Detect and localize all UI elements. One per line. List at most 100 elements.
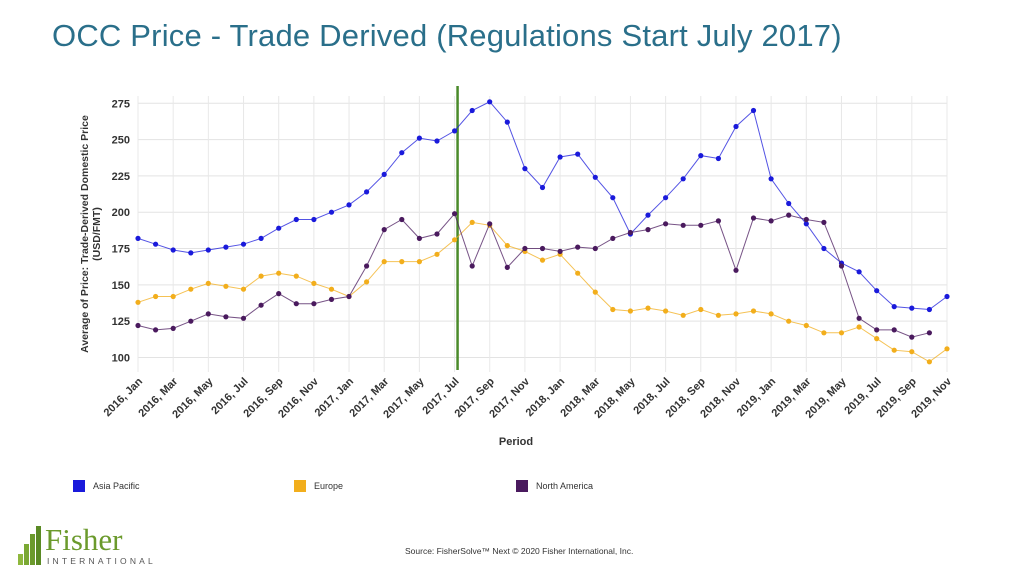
data-point bbox=[891, 347, 897, 353]
data-point bbox=[874, 288, 880, 294]
data-point bbox=[135, 299, 141, 305]
data-point bbox=[663, 308, 669, 314]
data-point bbox=[469, 263, 475, 269]
page-title: OCC Price - Trade Derived (Regulations S… bbox=[52, 18, 842, 53]
data-point bbox=[399, 216, 405, 223]
data-point bbox=[821, 219, 827, 225]
data-point bbox=[750, 308, 757, 314]
data-point bbox=[276, 225, 282, 231]
data-point bbox=[539, 257, 546, 263]
series-asia-pacific bbox=[135, 99, 950, 313]
data-point bbox=[381, 259, 387, 265]
data-point bbox=[328, 209, 335, 215]
data-point bbox=[786, 200, 792, 207]
logo-wordmark: Fisher bbox=[45, 522, 123, 557]
data-point bbox=[610, 306, 616, 313]
x-axis-label: Period bbox=[499, 436, 533, 448]
data-point bbox=[205, 247, 211, 253]
y-axis-label: Average of Price: Trade-Derived Domestic… bbox=[79, 115, 103, 353]
data-point bbox=[803, 216, 809, 223]
data-point bbox=[416, 135, 422, 141]
data-point bbox=[733, 311, 739, 317]
data-point bbox=[364, 279, 370, 285]
chart-grid bbox=[137, 96, 948, 372]
data-point bbox=[434, 251, 440, 257]
data-point bbox=[891, 304, 897, 310]
data-point bbox=[715, 155, 722, 162]
data-point bbox=[944, 346, 950, 352]
y-tick-label: 125 bbox=[112, 316, 130, 328]
data-point bbox=[750, 215, 757, 221]
data-point bbox=[311, 216, 317, 223]
series-line bbox=[137, 221, 948, 363]
y-tick-label: 100 bbox=[112, 352, 130, 364]
data-point bbox=[610, 235, 616, 241]
data-point bbox=[557, 248, 563, 254]
data-point bbox=[135, 235, 141, 241]
data-point bbox=[223, 283, 229, 289]
data-point bbox=[698, 153, 704, 159]
data-point bbox=[469, 219, 475, 225]
data-point bbox=[768, 218, 774, 224]
chart-series bbox=[135, 99, 950, 365]
y-tick-label: 200 bbox=[112, 207, 130, 219]
data-point bbox=[469, 107, 475, 114]
data-point bbox=[170, 293, 176, 300]
data-point bbox=[803, 221, 809, 227]
data-point bbox=[750, 107, 757, 114]
data-point bbox=[311, 280, 317, 286]
data-point bbox=[926, 359, 933, 365]
data-point bbox=[821, 330, 827, 336]
data-point bbox=[293, 301, 299, 307]
data-point bbox=[205, 311, 211, 317]
legend-label: Asia Pacific bbox=[93, 481, 140, 491]
legend-swatch bbox=[294, 480, 306, 492]
data-point bbox=[539, 184, 546, 191]
data-point bbox=[381, 227, 387, 233]
data-point bbox=[522, 166, 528, 172]
fisher-logo-icon bbox=[18, 526, 41, 565]
legend-label: North America bbox=[536, 481, 594, 491]
data-point bbox=[328, 286, 335, 292]
data-point bbox=[575, 244, 581, 250]
data-point bbox=[346, 202, 352, 208]
data-point bbox=[153, 293, 159, 300]
data-point bbox=[592, 245, 598, 252]
data-point bbox=[170, 247, 176, 253]
data-point bbox=[663, 221, 669, 227]
data-point bbox=[874, 336, 880, 342]
data-point bbox=[504, 243, 510, 249]
data-point bbox=[856, 315, 862, 321]
source-note: Source: FisherSolve™ Next © 2020 Fisher … bbox=[405, 546, 634, 556]
data-point bbox=[768, 176, 774, 182]
data-point bbox=[715, 312, 722, 318]
data-point bbox=[223, 314, 229, 320]
data-point bbox=[416, 235, 422, 241]
data-point bbox=[381, 171, 387, 177]
data-point bbox=[188, 318, 194, 324]
data-point bbox=[416, 259, 422, 265]
data-point bbox=[715, 218, 722, 224]
data-point bbox=[821, 245, 827, 252]
data-point bbox=[891, 327, 897, 333]
y-axis-label-line: Average of Price: Trade-Derived Domestic… bbox=[79, 115, 91, 353]
data-point bbox=[258, 302, 264, 308]
data-point bbox=[364, 189, 370, 195]
data-point bbox=[733, 123, 739, 130]
data-point bbox=[909, 349, 915, 355]
y-tick-label: 225 bbox=[112, 171, 130, 183]
data-point bbox=[452, 211, 458, 217]
series-europe bbox=[135, 219, 950, 365]
data-point bbox=[645, 212, 651, 218]
data-point bbox=[399, 259, 405, 265]
y-tick-label: 250 bbox=[112, 135, 130, 147]
data-point bbox=[258, 273, 264, 279]
data-point bbox=[874, 327, 880, 333]
data-point bbox=[698, 306, 704, 313]
series-line bbox=[137, 101, 948, 311]
data-point bbox=[504, 119, 510, 125]
data-point bbox=[346, 293, 352, 300]
data-point bbox=[504, 264, 510, 270]
